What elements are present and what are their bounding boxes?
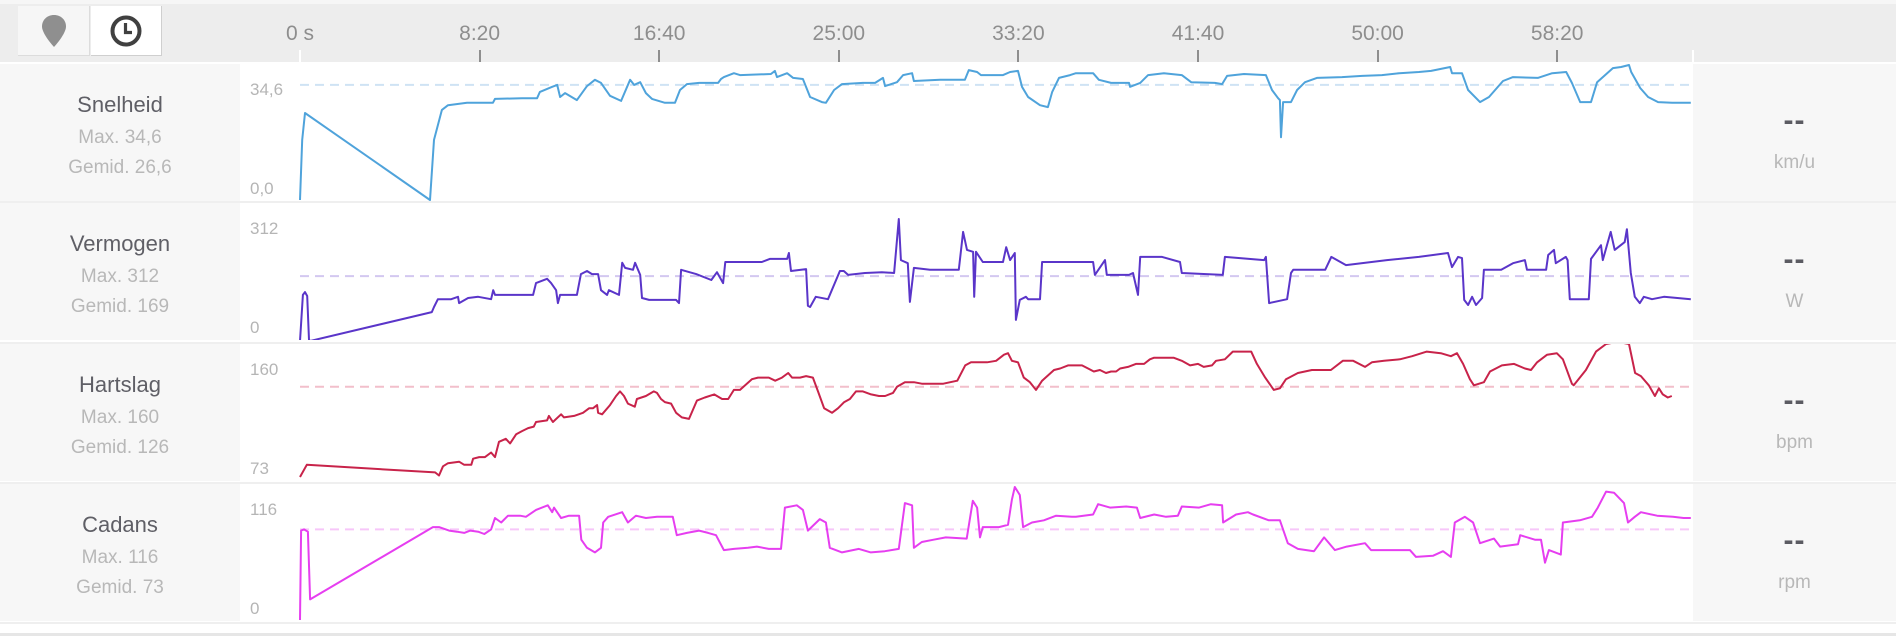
metric-unit: W (1785, 291, 1804, 312)
y-axis-max-label: 34,6 (250, 80, 284, 99)
metric-max: Max. 160 (80, 407, 160, 428)
timeline-tick-mark (1376, 50, 1379, 62)
timeline-tick-mark (478, 50, 481, 62)
metric-average: Gemid. 26,6 (68, 157, 172, 178)
time-view-button[interactable] (91, 6, 162, 56)
timeline-tick-mark (658, 50, 661, 62)
timeline-tick-mark (299, 50, 301, 62)
timeline-tick-mark (1017, 50, 1020, 62)
metric-title: Vermogen (69, 231, 171, 256)
metric-title: Cadans (82, 512, 158, 537)
metric-row-snelheid: Snelheid Max. 34,6 Gemid. 26,6 34,6 0,0 … (0, 64, 1896, 201)
timeline-tick-label: 0 s (285, 22, 315, 45)
metric-title: Snelheid (77, 92, 163, 117)
metric-unit: bpm (1776, 432, 1813, 453)
metric-chart[interactable]: 312 0 (240, 203, 1692, 340)
clock-icon (110, 15, 142, 46)
metric-current-value: -- (1783, 104, 1806, 137)
timeline-tick-label: 58:20 (1530, 22, 1584, 45)
metric-row-cadans: Cadans Max. 116 Gemid. 73 116 0 -- rpm (0, 484, 1896, 621)
metric-line-plot[interactable] (240, 203, 1692, 340)
timeline-tick-mark (837, 50, 840, 62)
metric-current-value: -- (1783, 524, 1806, 557)
metric-summary: Hartslag Max. 160 Gemid. 126 (0, 344, 240, 481)
timeline-tick-label: 41:40 (1171, 22, 1225, 45)
y-axis-min-label: 0 (250, 318, 260, 337)
metric-average: Gemid. 169 (70, 296, 170, 317)
metric-chart[interactable]: 160 73 (240, 344, 1692, 481)
metric-current-panel: -- km/u (1693, 64, 1896, 201)
metric-unit: km/u (1773, 152, 1816, 173)
map-pin-icon (41, 14, 66, 47)
metric-current-value: -- (1783, 384, 1806, 417)
row-divider (0, 342, 1896, 344)
y-axis-min-label: 0,0 (250, 179, 274, 198)
metric-chart[interactable]: 34,6 0,0 (240, 64, 1692, 201)
metric-series-line (299, 218, 1691, 340)
y-axis-min-label: 0 (250, 599, 260, 618)
header-top-strip (0, 0, 1896, 4)
metric-series-line (299, 486, 1691, 621)
row-divider (0, 201, 1896, 203)
row-divider (0, 482, 1896, 484)
row-divider (0, 622, 1896, 624)
bottom-divider (0, 633, 1896, 636)
metric-average: Gemid. 126 (70, 437, 170, 458)
timeline-tick-label: 33:20 (992, 22, 1045, 45)
metric-summary: Vermogen Max. 312 Gemid. 169 (0, 203, 240, 340)
y-axis-min-label: 73 (250, 459, 269, 478)
metric-line-plot[interactable] (240, 344, 1692, 481)
metric-current-value: -- (1783, 243, 1806, 276)
metric-current-panel: -- W (1693, 203, 1896, 340)
metric-title: Hartslag (79, 372, 161, 397)
y-axis-max-label: 116 (250, 500, 278, 519)
metric-unit: rpm (1778, 572, 1811, 593)
metric-current-panel: -- bpm (1693, 344, 1896, 481)
metric-current-panel: -- rpm (1693, 484, 1896, 621)
metric-line-plot[interactable] (240, 64, 1692, 201)
metric-max: Max. 34,6 (78, 127, 162, 148)
metric-series-line (299, 344, 1673, 478)
metric-summary: Snelheid Max. 34,6 Gemid. 26,6 (0, 64, 240, 201)
timeline-header: 0 s 8:20 16:40 25:00 33:20 41:40 50:00 58:20 (0, 0, 1896, 62)
metric-average: Gemid. 73 (76, 577, 164, 598)
metric-max: Max. 116 (81, 547, 159, 568)
metric-series-line (299, 64, 1691, 201)
timeline-tick-label: 25:00 (812, 22, 866, 45)
header-edge (1692, 50, 1694, 62)
metric-line-plot[interactable] (240, 484, 1692, 621)
metric-row-hartslag: Hartslag Max. 160 Gemid. 126 160 73 -- b… (0, 344, 1896, 481)
map-view-button[interactable] (18, 6, 90, 56)
timeline-tick-label: 50:00 (1351, 22, 1404, 45)
timeline-tick-label: 16:40 (632, 22, 686, 45)
timeline-tick-mark (1197, 50, 1199, 62)
metric-max: Max. 312 (80, 266, 160, 287)
timeline-tick-label: 8:20 (459, 22, 501, 45)
timeline-tick-mark (1556, 50, 1559, 62)
y-axis-max-label: 160 (250, 360, 279, 379)
y-axis-max-label: 312 (250, 219, 279, 238)
metric-chart[interactable]: 116 0 (240, 484, 1692, 621)
metric-summary: Cadans Max. 116 Gemid. 73 (0, 484, 240, 621)
metric-row-vermogen: Vermogen Max. 312 Gemid. 169 312 0 -- W (0, 203, 1896, 340)
